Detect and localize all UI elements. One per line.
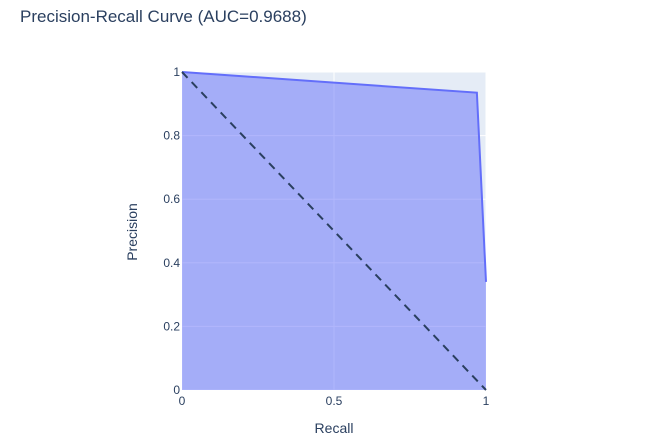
reference-line-group xyxy=(181,71,487,391)
y-tick-label-0: 0 xyxy=(173,383,180,397)
y-tick-label-1: 0.2 xyxy=(163,319,180,333)
diagonal-reference-line xyxy=(181,71,487,391)
pr-curve-line-0 xyxy=(181,71,487,282)
x-tick-label-0: 0 xyxy=(179,394,186,408)
x-tick-label-1: 0.5 xyxy=(326,394,343,408)
x-tick-labels: 0 0.5 1 xyxy=(179,394,490,408)
y-tick-label-3: 0.6 xyxy=(163,192,180,206)
y-axis-title: Precision xyxy=(124,203,140,261)
y-tick-labels: 0 0.2 0.4 0.6 0.8 1 xyxy=(163,65,180,397)
chart-title: Precision-Recall Curve (AUC=0.9688) xyxy=(20,7,307,26)
y-tick-label-4: 0.8 xyxy=(163,129,180,143)
x-axis-title: Recall xyxy=(315,420,354,436)
y-tick-label-2: 0.4 xyxy=(163,256,180,270)
y-tick-label-5: 1 xyxy=(173,65,180,79)
x-tick-label-2: 1 xyxy=(483,394,490,408)
